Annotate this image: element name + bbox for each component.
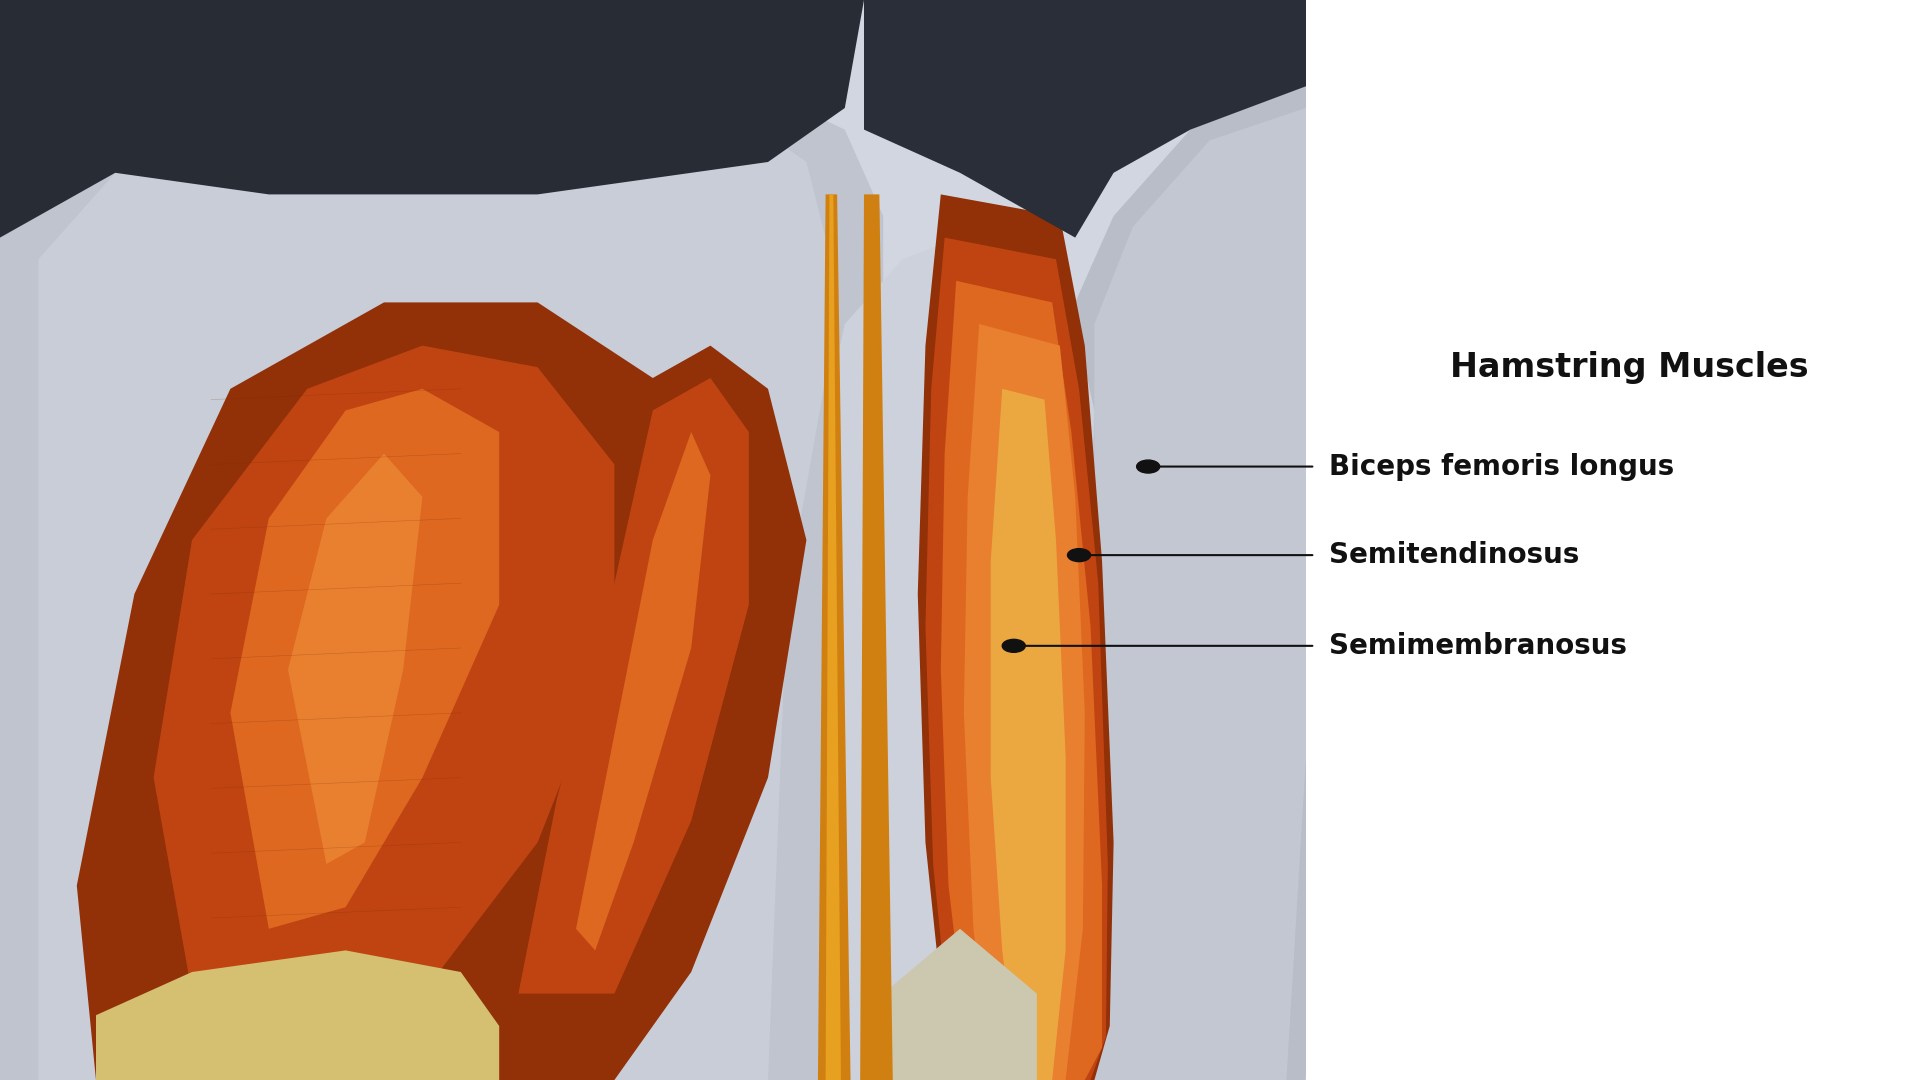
Polygon shape bbox=[230, 389, 499, 929]
Polygon shape bbox=[925, 238, 1108, 1080]
Text: Semimembranosus: Semimembranosus bbox=[1329, 632, 1626, 660]
Polygon shape bbox=[826, 238, 1094, 1080]
Polygon shape bbox=[826, 194, 841, 1080]
Polygon shape bbox=[461, 346, 806, 1080]
Polygon shape bbox=[576, 432, 710, 950]
Circle shape bbox=[1002, 639, 1025, 652]
Polygon shape bbox=[38, 86, 826, 1080]
Text: Biceps femoris longus: Biceps femoris longus bbox=[1329, 453, 1674, 481]
Polygon shape bbox=[0, 0, 864, 238]
Bar bbox=[1306, 0, 1920, 1080]
Polygon shape bbox=[883, 929, 1037, 1080]
Bar bbox=[0, 0, 1306, 1080]
Polygon shape bbox=[818, 194, 851, 1080]
Polygon shape bbox=[991, 389, 1066, 1080]
Polygon shape bbox=[154, 346, 614, 994]
Circle shape bbox=[1068, 549, 1091, 562]
Polygon shape bbox=[918, 194, 1114, 1080]
Polygon shape bbox=[96, 950, 499, 1080]
Polygon shape bbox=[1075, 76, 1382, 1080]
Polygon shape bbox=[518, 378, 749, 994]
Polygon shape bbox=[941, 281, 1102, 1080]
Polygon shape bbox=[964, 324, 1085, 1080]
Text: Semitendinosus: Semitendinosus bbox=[1329, 541, 1578, 569]
Polygon shape bbox=[860, 194, 893, 1080]
Polygon shape bbox=[288, 454, 422, 864]
Polygon shape bbox=[864, 0, 1382, 238]
Polygon shape bbox=[1094, 108, 1344, 1080]
Circle shape bbox=[1137, 460, 1160, 473]
Polygon shape bbox=[0, 54, 883, 1080]
Text: Hamstring Muscles: Hamstring Muscles bbox=[1450, 351, 1809, 383]
Polygon shape bbox=[77, 302, 691, 1080]
